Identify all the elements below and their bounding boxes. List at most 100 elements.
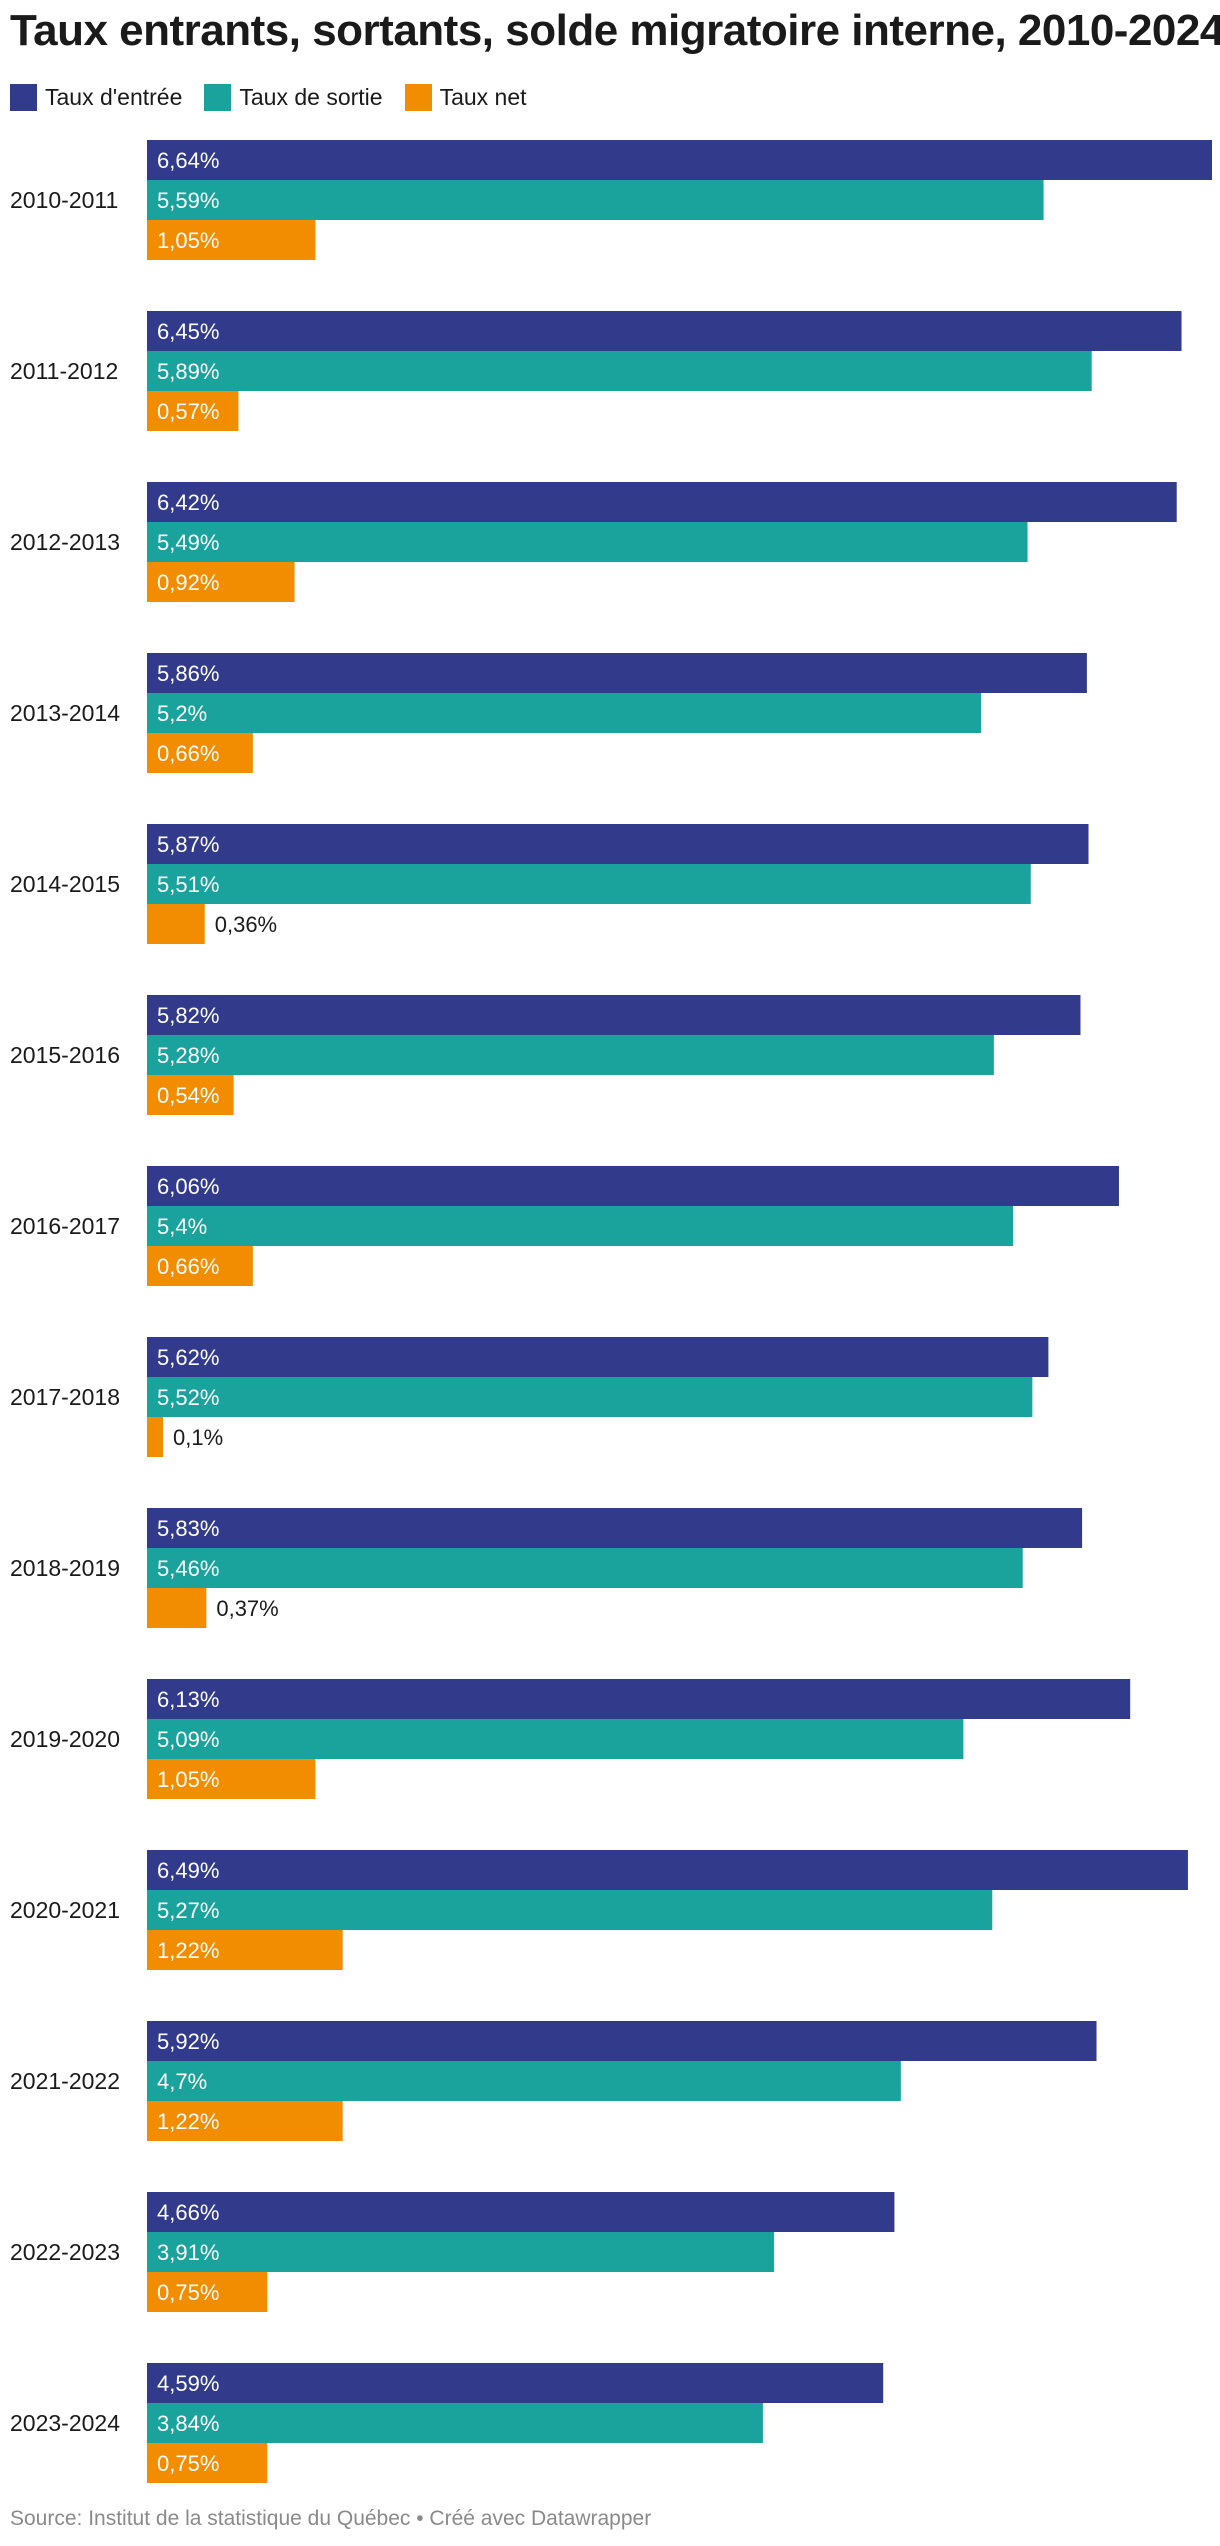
bar-entree[interactable] — [147, 1850, 1188, 1890]
bar-entree[interactable] — [147, 1508, 1083, 1548]
bar-entree[interactable] — [147, 2021, 1097, 2061]
bar-sortie[interactable] — [147, 2061, 901, 2101]
bar-net[interactable] — [147, 1417, 164, 1457]
data-label: 0,54% — [157, 1083, 219, 1108]
bar-group: 2014-2015 5,87% 5,51% 0,36% — [10, 824, 1089, 944]
bar-group: 2016-2017 6,06% 5,4% 0,66% — [10, 1166, 1119, 1286]
data-label: 5,51% — [157, 872, 219, 897]
data-label: 5,4% — [157, 1214, 207, 1239]
bar-entree[interactable] — [147, 824, 1089, 864]
data-label: 5,28% — [157, 1043, 219, 1068]
category-label: 2010-2011 — [10, 187, 118, 213]
data-label: 3,91% — [157, 2240, 219, 2265]
category-label: 2015-2016 — [10, 1042, 120, 1068]
data-label: 0,37% — [216, 1596, 278, 1621]
bar-group: 2012-2013 6,42% 5,49% 0,92% — [10, 482, 1177, 602]
data-label: 5,83% — [157, 1516, 219, 1541]
data-label: 6,64% — [157, 148, 219, 173]
bar-net[interactable] — [147, 1759, 316, 1799]
data-label: 6,13% — [157, 1687, 219, 1712]
data-label: 5,89% — [157, 359, 219, 384]
bar-sortie[interactable] — [147, 2403, 763, 2443]
legend-label-net: Taux net — [439, 84, 527, 110]
bar-sortie[interactable] — [147, 351, 1092, 391]
bar-entree[interactable] — [147, 1679, 1131, 1719]
bar-sortie[interactable] — [147, 693, 982, 733]
bar-sortie[interactable] — [147, 522, 1028, 562]
bar-sortie[interactable] — [147, 864, 1031, 904]
bar-net[interactable] — [147, 220, 316, 260]
category-label: 2021-2022 — [10, 2068, 120, 2094]
data-label: 5,2% — [157, 701, 207, 726]
bar-sortie[interactable] — [147, 1377, 1033, 1417]
legend-item-entree[interactable]: Taux d'entrée — [10, 84, 182, 111]
bar-net[interactable] — [147, 904, 205, 944]
data-label: 0,36% — [215, 912, 277, 937]
bar-net[interactable] — [147, 2443, 268, 2483]
data-label: 1,05% — [157, 1767, 219, 1792]
bar-net[interactable] — [147, 1246, 253, 1286]
chart-title: Taux entrants, sortants, solde migratoir… — [10, 6, 1220, 55]
data-label: 5,87% — [157, 832, 219, 857]
bar-group: 2013-2014 5,86% 5,2% 0,66% — [10, 653, 1087, 773]
category-label: 2016-2017 — [10, 1213, 120, 1239]
bar-group: 2011-2012 6,45% 5,89% 0,57% — [10, 311, 1182, 431]
bar-entree[interactable] — [147, 653, 1087, 693]
data-label: 0,92% — [157, 570, 219, 595]
bar-entree[interactable] — [147, 2192, 895, 2232]
data-label: 0,75% — [157, 2451, 219, 2476]
data-label: 5,59% — [157, 188, 219, 213]
bar-entree[interactable] — [147, 482, 1177, 522]
bar-entree[interactable] — [147, 311, 1182, 351]
data-label: 0,66% — [157, 1254, 219, 1279]
bar-sortie[interactable] — [147, 1206, 1014, 1246]
legend-label-entree: Taux d'entrée — [45, 84, 183, 110]
bar-entree[interactable] — [147, 2363, 884, 2403]
bar-net[interactable] — [147, 2272, 268, 2312]
bar-entree[interactable] — [147, 140, 1212, 180]
legend-label-sortie: Taux de sortie — [239, 84, 383, 110]
bar-sortie[interactable] — [147, 2232, 775, 2272]
bar-sortie[interactable] — [147, 1719, 964, 1759]
bar-sortie[interactable] — [147, 1890, 993, 1930]
data-label: 0,66% — [157, 741, 219, 766]
legend-item-net[interactable]: Taux net — [404, 84, 527, 111]
legend-item-sortie[interactable]: Taux de sortie — [204, 84, 383, 111]
data-label: 5,46% — [157, 1556, 219, 1581]
bar-net[interactable] — [147, 562, 295, 602]
category-label: 2014-2015 — [10, 871, 120, 897]
data-label: 5,86% — [157, 661, 219, 686]
data-label: 6,45% — [157, 319, 219, 344]
bar-group: 2023-2024 4,59% 3,84% 0,75% — [10, 2363, 884, 2483]
bar-group: 2010-2011 6,64% 5,59% 1,05% — [10, 140, 1212, 260]
data-label: 5,82% — [157, 1003, 219, 1028]
bar-net[interactable] — [147, 2101, 343, 2141]
bar-sortie[interactable] — [147, 1548, 1023, 1588]
data-label: 4,59% — [157, 2371, 219, 2396]
data-label: 6,49% — [157, 1858, 219, 1883]
data-label: 1,22% — [157, 2109, 219, 2134]
bar-group: 2020-2021 6,49% 5,27% 1,22% — [10, 1850, 1188, 1970]
bar-entree[interactable] — [147, 1166, 1119, 1206]
source-note: Source: Institut de la statistique du Qu… — [10, 2507, 652, 2530]
bar-group: 2019-2020 6,13% 5,09% 1,05% — [10, 1679, 1131, 1799]
bar-net[interactable] — [147, 1930, 343, 1970]
data-label: 5,49% — [157, 530, 219, 555]
data-label: 6,06% — [157, 1174, 219, 1199]
legend-swatch-net — [404, 84, 432, 111]
data-label: 1,22% — [157, 1938, 219, 1963]
data-label: 4,7% — [157, 2069, 207, 2094]
bar-net[interactable] — [147, 733, 253, 773]
category-label: 2012-2013 — [10, 529, 120, 555]
bar-sortie[interactable] — [147, 180, 1044, 220]
category-label: 2023-2024 — [10, 2410, 120, 2436]
bar-entree[interactable] — [147, 995, 1081, 1035]
bar-net[interactable] — [147, 391, 239, 431]
bar-entree[interactable] — [147, 1337, 1049, 1377]
legend: Taux d'entrée Taux de sortie Taux net — [10, 84, 527, 111]
data-label: 5,52% — [157, 1385, 219, 1410]
bar-net[interactable] — [147, 1588, 207, 1628]
bar-sortie[interactable] — [147, 1035, 994, 1075]
bar-group: 2017-2018 5,62% 5,52% 0,1% — [10, 1337, 1049, 1457]
bar-net[interactable] — [147, 1075, 234, 1115]
